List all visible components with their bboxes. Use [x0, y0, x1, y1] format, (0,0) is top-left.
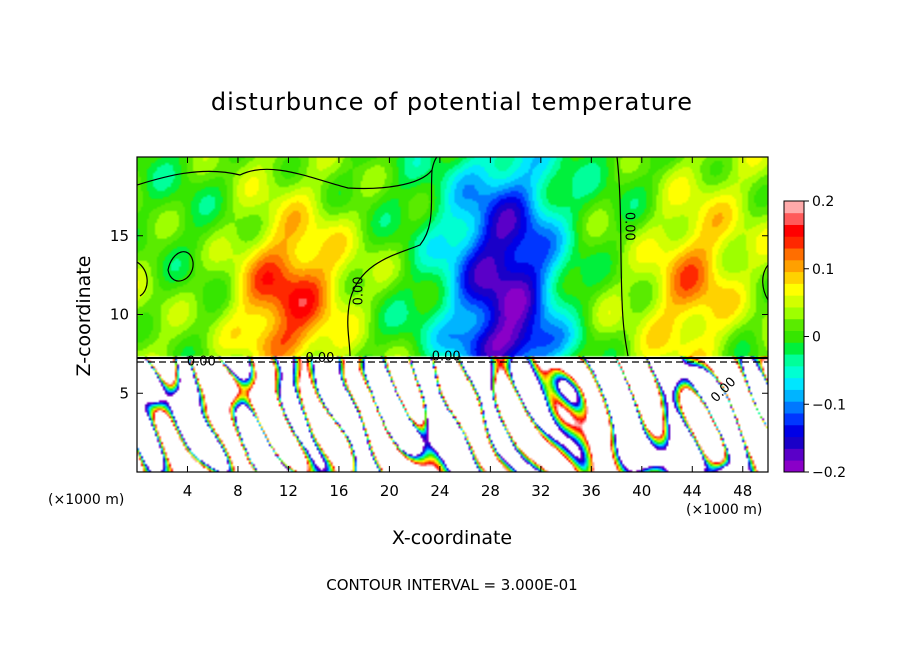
x-axis-unit-right: (×1000 m): [686, 502, 763, 518]
colorbar-swatch: [784, 424, 804, 438]
colorbar-swatch: [784, 342, 804, 355]
contour-label: 0.00: [352, 276, 367, 305]
zero-contour: [347, 169, 433, 357]
zero-contour: [137, 261, 148, 297]
x-tick-label: 40: [632, 482, 651, 500]
x-tick-label: 32: [531, 482, 550, 500]
x-tick-label: 16: [329, 482, 348, 500]
colorbar-swatch: [784, 389, 804, 402]
y-tick-label: 10: [110, 306, 129, 324]
x-tick-label: 12: [279, 482, 298, 500]
colorbar-swatch: [784, 248, 804, 261]
colorbar: 0.2 0.1 0 −0.1 −0.2: [783, 194, 846, 481]
colorbar-swatch: [784, 224, 804, 237]
contour-label: 0.00: [306, 351, 335, 366]
y-tick-label: 15: [110, 227, 129, 245]
colorbar-swatch: [784, 201, 804, 214]
colorbar-swatch: [784, 307, 804, 320]
x-axis-label: X-coordinate: [391, 527, 513, 549]
zero-contour: [762, 264, 768, 301]
zero-contour: [137, 157, 438, 190]
contour-interval-note: CONTOUR INTERVAL = 3.000E-01: [326, 576, 578, 594]
x-tick-label: 24: [430, 482, 449, 500]
colorbar-swatch: [784, 365, 804, 379]
colorbar-swatch: [784, 271, 804, 284]
contour-label: 0.00: [187, 354, 216, 369]
x-tick-label: 4: [183, 482, 193, 500]
x-tick-label: 20: [380, 482, 399, 500]
x-tick-label: 8: [233, 482, 243, 500]
colorbar-swatch: [784, 330, 804, 343]
colorbar-swatch: [784, 259, 804, 273]
colorbar-swatch: [784, 236, 804, 249]
colorbar-swatch: [784, 448, 804, 461]
y-axis-label: Z-coordinate: [73, 255, 95, 377]
contour-label: 0.00: [432, 350, 461, 365]
colorbar-swatch: [784, 460, 804, 473]
colorbar-swatch: [784, 436, 804, 449]
colorbar-swatch: [784, 413, 804, 426]
x-tick-label: 28: [481, 482, 500, 500]
zero-contour: [616, 157, 629, 357]
chart-title: disturbunce of potential temperature: [210, 88, 694, 116]
x-tick-label: 48: [733, 482, 752, 500]
colorbar-swatch: [784, 377, 804, 390]
colorbar-tick-label: 0.2: [812, 194, 834, 210]
contour-label: 0.00: [622, 212, 637, 241]
colorbar-swatch: [784, 354, 804, 367]
x-tick-label: 44: [683, 482, 702, 500]
x-tick-label: 36: [582, 482, 601, 500]
colorbar-tick-label: −0.2: [812, 465, 846, 481]
colorbar-tick-label: 0.1: [812, 262, 834, 278]
colorbar-swatch: [784, 212, 804, 225]
colorbar-swatch: [784, 295, 804, 308]
x-axis-unit-left: (×1000 m): [48, 492, 125, 508]
colorbar-swatch: [784, 283, 804, 296]
colorbar-tick-label: 0: [812, 330, 821, 346]
colorbar-swatch: [784, 401, 804, 414]
heatmap-field: [137, 157, 768, 472]
colorbar-swatch: [784, 318, 804, 332]
zero-contour: [167, 251, 194, 282]
colorbar-tick-label: −0.1: [812, 397, 846, 413]
y-tick-label: 5: [119, 384, 129, 402]
